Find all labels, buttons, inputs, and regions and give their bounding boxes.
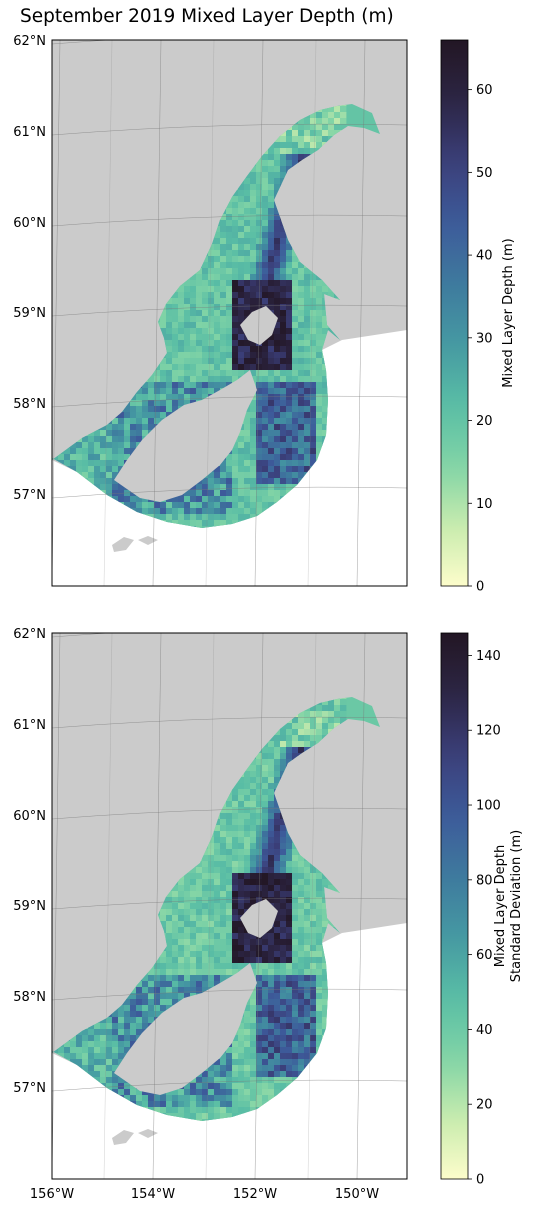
colorbar-mld_std [440,632,469,1180]
colorbar-tick-label: 120 [476,724,501,739]
lat-tick-label: 58°N [13,397,46,412]
lat-tick-label: 60°N [13,809,46,824]
colorbar-tick-label: 80 [476,873,493,888]
map-panel-mld [51,39,408,587]
small-island [112,537,134,552]
open-ocean-area [52,923,407,1179]
colorbar-label: Standard Deviation (m) [509,830,524,982]
small-island [112,1130,134,1145]
lat-tick-label: 58°N [13,990,46,1005]
open-ocean-area [52,330,407,586]
lon-tick-label: 154°W [131,1187,175,1202]
lat-tick-label: 57°N [13,1081,46,1096]
small-island [138,536,158,545]
colorbar-tick-label: 30 [476,331,493,346]
colorbar-tick-label: 140 [476,649,501,664]
colorbar-tick-label: 60 [476,83,493,98]
lat-tick-label: 61°N [13,718,46,733]
lat-tick-label: 62°N [13,627,46,642]
figure-title: September 2019 Mixed Layer Depth (m) [20,6,394,27]
small-island [138,1129,158,1138]
map-frame [51,632,408,1180]
colorbar-tick-label: 60 [476,948,493,963]
colorbar-tick-label: 40 [476,1023,493,1038]
colorbar-tick-label: 0 [476,1173,484,1188]
lat-tick-label: 62°N [13,34,46,49]
colorbar-tick-label: 0 [476,580,484,595]
lon-tick-label: 156°W [30,1187,74,1202]
colorbar-tick-label: 20 [476,1098,493,1113]
lat-tick-label: 60°N [13,216,46,231]
lon-tick-label: 150°W [335,1187,379,1202]
colorbar-label: Mixed Layer Depth (m) [501,238,516,387]
peninsula-land [114,963,257,1095]
graticule [52,40,407,586]
colorbar-tick-label: 40 [476,249,493,264]
map-frame [51,39,408,587]
colorbar-tick-label: 100 [476,799,501,814]
lat-tick-label: 57°N [13,488,46,503]
graticule [52,633,407,1179]
map-panel-mld_std [51,632,408,1180]
colorbar-tick-label: 50 [476,166,493,181]
peninsula-land [114,370,257,502]
colorbar-mld [440,39,469,587]
lat-tick-label: 59°N [13,899,46,914]
lon-tick-label: 152°W [233,1187,277,1202]
lat-tick-label: 61°N [13,125,46,140]
colorbar-label: Mixed Layer Depth [493,845,508,967]
colorbar-tick-label: 10 [476,497,493,512]
colorbar-tick-label: 20 [476,414,493,429]
lat-tick-label: 59°N [13,306,46,321]
